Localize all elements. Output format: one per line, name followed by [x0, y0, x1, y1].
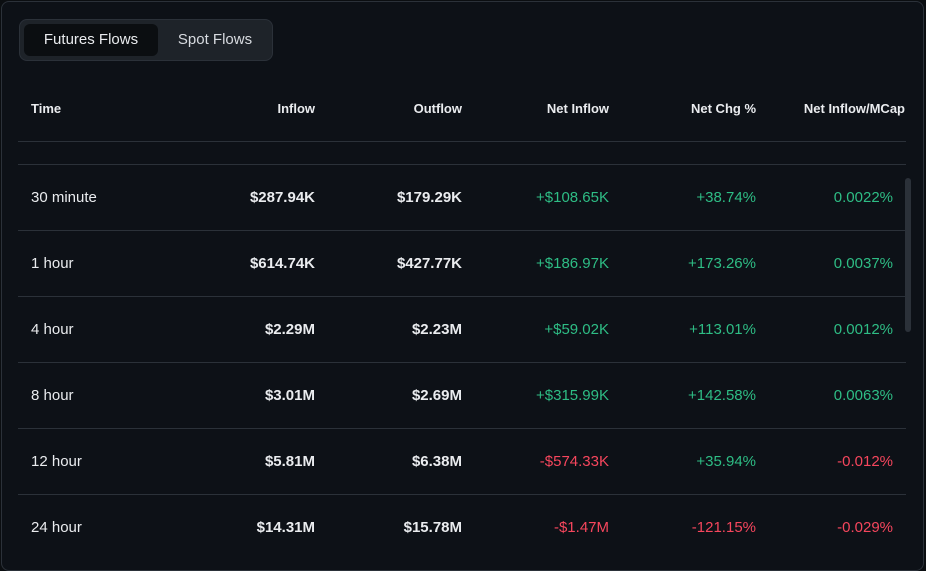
cell-net-inflow: -$1.47M: [553, 519, 609, 536]
tab-futures-flows[interactable]: Futures Flows: [24, 24, 158, 56]
cell-outflow: $2.69M: [411, 387, 462, 404]
table-row: 1 hour $614.74K $427.77K +$186.97K +173.26% 0…: [18, 230, 906, 296]
column-header-net-inflow-mcap: Net Inflow/MCap: [803, 101, 905, 116]
cell-time: 8 hour: [31, 387, 74, 404]
table-header: Time Inflow Outflow Net Inflow Net Chg %…: [18, 86, 906, 132]
cell-net-chg: +35.94%: [696, 453, 756, 470]
cell-net-inflow: -$574.33K: [539, 453, 609, 470]
cell-time: 1 hour: [31, 255, 74, 272]
tab-spot-flows[interactable]: Spot Flows: [177, 31, 253, 48]
column-header-net-chg: Net Chg %: [691, 101, 756, 116]
table-body[interactable]: 30 minute $287.94K $179.29K +$108.65K +38.74…: [18, 142, 906, 570]
column-header-net-inflow: Net Inflow: [546, 101, 609, 116]
table-row: 30 minute $287.94K $179.29K +$108.65K +38.74…: [18, 164, 906, 230]
cell-outflow: $6.38M: [411, 453, 462, 470]
cell-inflow: $3.01M: [264, 387, 315, 404]
cell-outflow: $179.29K: [396, 189, 462, 206]
cell-inflow: $14.31M: [256, 519, 315, 536]
scrollbar-thumb[interactable]: [905, 178, 911, 332]
cell-net-inflow-mcap: -0.029%: [837, 519, 893, 536]
table-row: 4 hour $2.29M $2.23M +$59.02K +113.01% 0.0012…: [18, 296, 906, 362]
cell-inflow: $614.74K: [249, 255, 315, 272]
cell-net-inflow-mcap: 0.0012%: [833, 321, 893, 338]
cell-net-chg: +113.01%: [689, 321, 756, 338]
header-divider: [18, 141, 906, 142]
cell-net-inflow: +$186.97K: [536, 255, 609, 272]
cell-time: 30 minute: [31, 189, 97, 206]
cell-net-inflow-mcap: -0.012%: [837, 453, 893, 470]
cell-outflow: $2.23M: [411, 321, 462, 338]
cell-outflow: $15.78M: [403, 519, 462, 536]
cell-net-chg: +142.58%: [688, 387, 756, 404]
cell-net-chg: -121.15%: [691, 519, 756, 536]
table-row: 8 hour $3.01M $2.69M +$315.99K +142.58% 0.006…: [18, 362, 906, 428]
table-row: 12 hour $5.81M $6.38M -$574.33K +35.94% -0.01…: [18, 428, 906, 494]
cell-net-inflow: +$59.02K: [544, 321, 609, 338]
cell-net-inflow: +$108.65K: [536, 189, 609, 206]
cell-inflow: $287.94K: [249, 189, 315, 206]
flow-type-tabs: Futures Flows Spot Flows: [19, 19, 273, 61]
column-header-inflow: Inflow: [277, 101, 315, 116]
cell-net-inflow: +$315.99K: [536, 387, 609, 404]
cell-net-inflow-mcap: 0.0063%: [833, 387, 893, 404]
vertical-scrollbar[interactable]: [905, 142, 911, 570]
cell-time: 4 hour: [31, 321, 74, 338]
column-header-time: Time: [31, 101, 62, 116]
cell-inflow: $2.29M: [264, 321, 315, 338]
cell-net-inflow-mcap: 0.0037%: [833, 255, 893, 272]
cell-outflow: $427.77K: [396, 255, 462, 272]
column-header-outflow: Outflow: [413, 101, 462, 116]
cell-time: 12 hour: [31, 453, 82, 470]
cell-net-chg: +173.26%: [688, 255, 756, 272]
cell-net-chg: +38.74%: [696, 189, 756, 206]
cell-inflow: $5.81M: [264, 453, 315, 470]
table-row: 24 hour $14.31M $15.78M -$1.47M -121.15% -0.0…: [18, 494, 906, 560]
cell-net-inflow-mcap: 0.0022%: [833, 189, 893, 206]
cell-time: 24 hour: [31, 519, 82, 536]
